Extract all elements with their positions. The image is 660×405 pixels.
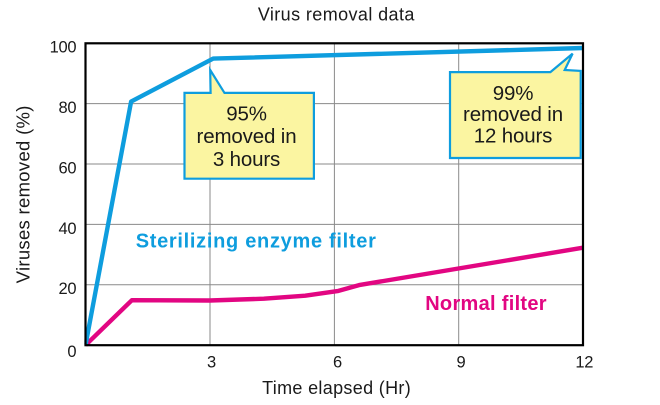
svg-text:100: 100	[50, 39, 77, 57]
svg-text:9: 9	[456, 353, 465, 371]
svg-text:Time elapsed (Hr): Time elapsed (Hr)	[262, 378, 411, 398]
svg-text:12 hours: 12 hours	[474, 124, 553, 147]
svg-text:3 hours: 3 hours	[213, 148, 280, 171]
svg-text:80: 80	[59, 99, 77, 117]
svg-text:99%: 99%	[493, 82, 534, 105]
svg-text:6: 6	[333, 353, 342, 371]
svg-text:Normal filter: Normal filter	[425, 293, 547, 315]
svg-text:60: 60	[59, 159, 77, 177]
svg-text:Virus removal data: Virus removal data	[258, 4, 416, 24]
svg-text:95%: 95%	[226, 102, 267, 125]
svg-text:12: 12	[575, 353, 593, 371]
svg-text:40: 40	[59, 220, 77, 238]
svg-text:3: 3	[207, 353, 216, 371]
svg-text:removed in: removed in	[197, 125, 297, 148]
svg-text:0: 0	[67, 343, 76, 361]
svg-text:Viruses removed (%): Viruses removed (%)	[13, 105, 34, 283]
svg-text:20: 20	[59, 280, 77, 298]
svg-text:Sterilizing enzyme filter: Sterilizing enzyme filter	[136, 231, 377, 253]
svg-text:removed in: removed in	[463, 103, 563, 126]
